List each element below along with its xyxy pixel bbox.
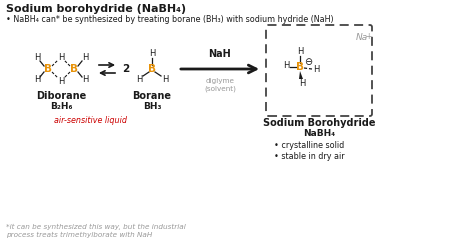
Text: Borane: Borane [133,91,172,101]
Text: BH₃: BH₃ [143,102,161,111]
Text: Diborane: Diborane [36,91,86,101]
Text: H: H [58,77,64,85]
Text: B₂H₆: B₂H₆ [50,102,72,111]
Text: • stable in dry air: • stable in dry air [274,152,345,161]
Text: • NaBH₄ can* be synthesized by treating borane (BH₃) with sodium hydride (NaH): • NaBH₄ can* be synthesized by treating … [6,15,334,24]
Text: 2: 2 [122,64,129,74]
Text: NaBH₄: NaBH₄ [303,129,335,138]
Text: H: H [34,53,40,62]
Text: H: H [34,76,40,84]
Text: B: B [44,64,52,74]
Text: H: H [149,49,155,58]
Text: H: H [82,53,88,62]
Text: H: H [58,52,64,61]
Text: B: B [70,64,78,74]
Text: *it can be synthesized this way, but the industrial: *it can be synthesized this way, but the… [6,224,186,230]
Text: Sodium Borohydride: Sodium Borohydride [263,118,375,128]
Text: H: H [162,75,168,83]
Text: H: H [297,47,303,56]
Text: Na: Na [356,33,368,42]
Text: ⊖: ⊖ [304,57,312,67]
Text: diglyme
(solvent): diglyme (solvent) [204,78,236,92]
Text: air-sensitive liquid: air-sensitive liquid [55,116,128,125]
FancyBboxPatch shape [266,25,372,116]
Text: • crystalline solid: • crystalline solid [274,141,344,150]
Text: +: + [365,32,371,41]
Text: B: B [296,62,304,72]
Text: process treats trimethylborate with NaH: process treats trimethylborate with NaH [6,232,152,238]
Text: NaH: NaH [209,49,231,59]
Text: Sodium borohydride (NaBH₄): Sodium borohydride (NaBH₄) [6,4,186,14]
Text: H: H [82,76,88,84]
Polygon shape [299,71,303,79]
Text: H: H [136,75,142,83]
Text: H: H [299,79,305,87]
Text: H: H [313,66,319,75]
Text: B: B [148,64,156,74]
Text: H: H [283,61,289,71]
